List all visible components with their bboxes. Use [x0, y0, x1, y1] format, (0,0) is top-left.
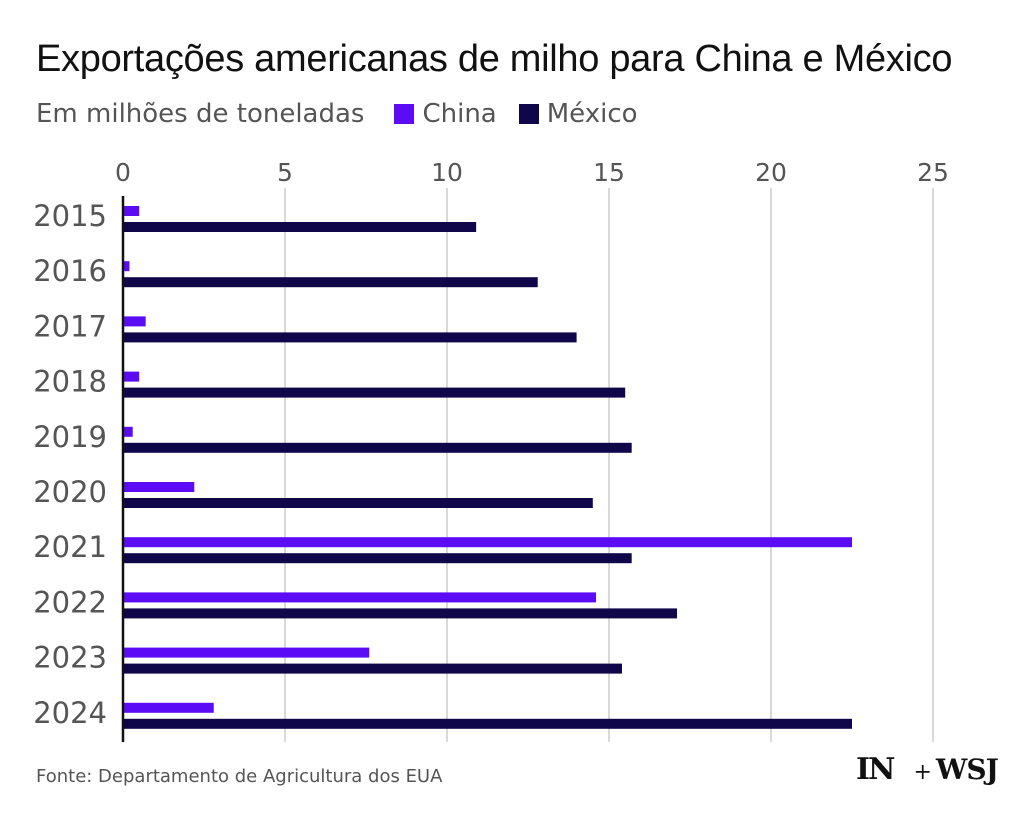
- brand-logos: IN + WSJ: [856, 752, 999, 787]
- bar-mexico: [123, 222, 477, 232]
- source-note: Fonte: Departamento de Agricultura dos E…: [36, 766, 443, 787]
- x-tick-label: 15: [593, 158, 625, 187]
- bar-china: [123, 592, 597, 603]
- y-category-label: 2016: [33, 254, 107, 288]
- bar-china: [123, 482, 195, 492]
- y-category-label: 2023: [33, 641, 107, 675]
- bar-china: [123, 316, 146, 327]
- y-category-label: 2021: [33, 530, 107, 564]
- y-category-label: 2017: [33, 309, 107, 343]
- bar-mexico: [123, 498, 593, 508]
- chart-subtitle: Em milhões de toneladas: [36, 99, 365, 129]
- in-logo: IN: [856, 752, 895, 787]
- y-category-label: 2024: [33, 696, 107, 730]
- y-category-label: 2022: [33, 585, 107, 619]
- x-tick-label: 0: [115, 158, 131, 187]
- bar-mexico: [123, 387, 626, 398]
- legend: China México: [394, 99, 659, 129]
- chart-title: Exportações americanas de milho para Chi…: [36, 38, 953, 80]
- bar-china: [123, 537, 852, 548]
- legend-label-mexico: México: [546, 99, 638, 129]
- y-category-label: 2019: [33, 420, 107, 454]
- legend-item-mexico: México: [518, 99, 638, 129]
- subtitle-row: Em milhões de toneladas China México: [36, 99, 660, 129]
- wsj-logo: WSJ: [935, 753, 999, 786]
- bar-china: [123, 702, 214, 713]
- legend-item-china: China: [394, 99, 497, 129]
- bar-mexico: [123, 608, 678, 619]
- bar-mexico: [123, 718, 852, 729]
- legend-swatch-china: [394, 104, 415, 124]
- bar-china: [123, 426, 133, 437]
- x-tick-label: 25: [917, 158, 949, 187]
- y-category-label: 2015: [33, 199, 107, 233]
- bar-china: [123, 371, 140, 382]
- legend-label-china: China: [422, 99, 497, 129]
- bar-mexico: [123, 553, 632, 564]
- bar-china: [123, 206, 140, 216]
- bar-mexico: [123, 442, 632, 453]
- bar-china: [123, 261, 130, 272]
- plus-sign: +: [913, 760, 932, 785]
- x-tick-label: 5: [277, 158, 293, 187]
- bar-mexico: [123, 663, 622, 674]
- bar-mexico: [123, 277, 538, 288]
- bar-china: [123, 647, 370, 658]
- bar-mexico: [123, 332, 577, 343]
- legend-swatch-mexico: [518, 104, 539, 124]
- x-tick-label: 10: [431, 158, 463, 187]
- x-tick-label: 20: [755, 158, 787, 187]
- y-category-label: 2020: [33, 475, 107, 509]
- y-category-label: 2018: [33, 365, 107, 399]
